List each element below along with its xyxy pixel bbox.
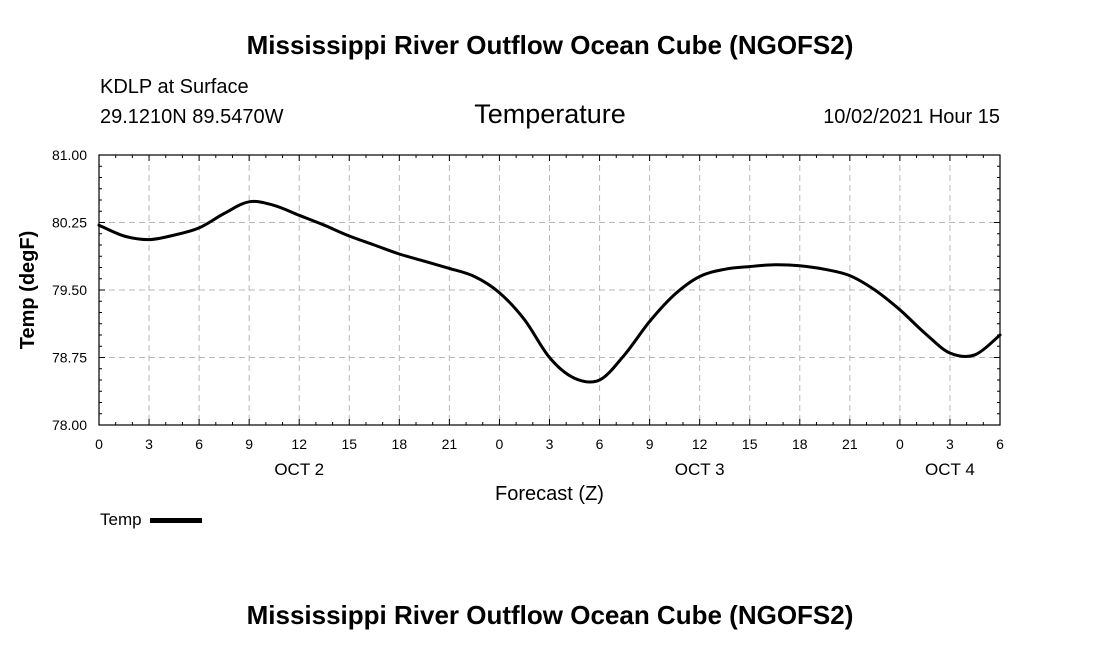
x-tick-label: 18 xyxy=(392,436,408,452)
data-point xyxy=(122,234,126,238)
data-point xyxy=(898,308,902,311)
data-point xyxy=(573,377,576,380)
data-point xyxy=(423,260,426,263)
x-tick-label: 6 xyxy=(996,436,1004,452)
data-point xyxy=(473,275,476,278)
data-point xyxy=(398,252,401,256)
data-point xyxy=(598,378,601,382)
data-point xyxy=(222,212,226,215)
x-tick-label: 0 xyxy=(496,436,504,452)
data-point xyxy=(498,291,501,294)
y-tick-label: 78.00 xyxy=(52,417,87,433)
chart-main-title: Mississippi River Outflow Ocean Cube (NG… xyxy=(246,30,854,60)
x-tick-label: 21 xyxy=(842,436,858,452)
x-tick-label: 12 xyxy=(692,436,708,452)
data-point xyxy=(873,288,877,292)
data-point xyxy=(247,200,251,203)
x-tick-label: 12 xyxy=(291,436,307,452)
y-tick-label: 80.25 xyxy=(52,215,87,231)
data-point xyxy=(298,214,301,217)
x-tick-label: 3 xyxy=(946,436,954,452)
plot-frame xyxy=(98,154,1001,426)
data-point xyxy=(373,243,376,247)
x-day-label: OCT 3 xyxy=(675,460,725,479)
x-tick-label: 15 xyxy=(341,436,357,452)
legend: Temp xyxy=(100,510,202,530)
x-tick-label: 21 xyxy=(442,436,458,452)
y-axis-title: Temp (degF) xyxy=(17,231,39,350)
data-point xyxy=(798,264,801,267)
data-point xyxy=(823,268,827,271)
data-point xyxy=(648,320,651,323)
x-tick-label: 3 xyxy=(546,436,554,452)
station-label: KDLP at Surface xyxy=(100,76,249,98)
data-point xyxy=(548,356,551,359)
y-tick-label: 81.00 xyxy=(52,147,87,163)
variable-title: Temperature xyxy=(474,99,626,129)
data-point xyxy=(323,224,326,227)
data-point xyxy=(147,238,151,241)
x-tick-label: 18 xyxy=(792,436,808,452)
datetime-label: 10/02/2021 Hour 15 xyxy=(823,106,1000,128)
data-point xyxy=(748,265,751,268)
x-tick-label: 6 xyxy=(596,436,604,452)
data-point xyxy=(272,204,276,207)
data-point xyxy=(172,233,176,237)
data-point xyxy=(623,353,626,356)
x-tick-label: 0 xyxy=(896,436,904,452)
x-tick-label: 9 xyxy=(245,436,253,452)
y-tick-label: 79.50 xyxy=(52,282,87,298)
y-tick-label: 78.75 xyxy=(52,350,87,366)
x-tick-label: 0 xyxy=(95,436,103,452)
data-point xyxy=(448,267,451,270)
coordinates-label: 29.1210N 89.5470W xyxy=(100,106,284,128)
data-point xyxy=(973,353,977,356)
data-point xyxy=(698,275,701,278)
data-point xyxy=(97,224,101,227)
x-day-label: OCT 4 xyxy=(925,460,975,479)
legend-swatch xyxy=(149,518,202,524)
x-day-label: OCT 2 xyxy=(274,460,324,479)
data-point xyxy=(723,268,726,271)
x-tick-label: 15 xyxy=(742,436,758,452)
data-point xyxy=(998,333,1002,337)
data-point xyxy=(848,274,852,277)
x-axis-title: Forecast (Z) xyxy=(495,483,604,505)
x-tick-label: 9 xyxy=(646,436,654,452)
x-tick-label: 6 xyxy=(195,436,203,452)
legend-label: Temp xyxy=(100,510,142,529)
data-point xyxy=(523,318,526,321)
data-point xyxy=(773,263,776,266)
chart-footer-title: Mississippi River Outflow Ocean Cube (NG… xyxy=(246,600,854,630)
data-point xyxy=(923,332,927,335)
data-point xyxy=(197,226,201,230)
data-point xyxy=(348,234,351,238)
axis-labels: 0 3 6 9 12 15 18 21 0 3 6 9 12 15 18 21 0 3 6 81.00 80.25 79.… xyxy=(17,147,1004,505)
data-point xyxy=(948,351,952,355)
grid-lines xyxy=(99,155,1000,425)
x-tick-label: 3 xyxy=(145,436,153,452)
data-point xyxy=(673,293,676,296)
